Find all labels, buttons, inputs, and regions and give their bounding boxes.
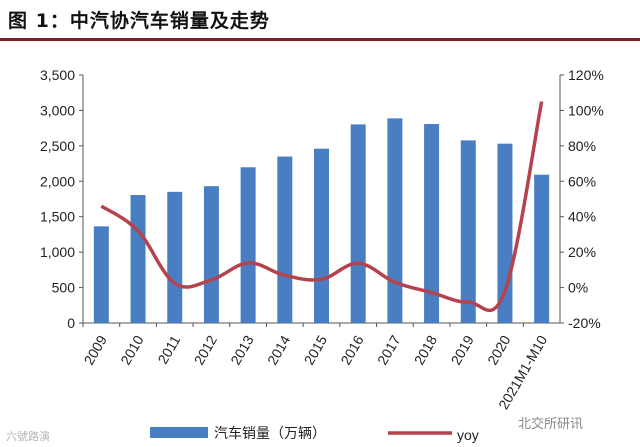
sales-bar [497, 143, 513, 323]
yoy-line [100, 101, 544, 313]
right-tick-label: 120% [568, 67, 604, 83]
sales-bar [314, 148, 329, 323]
left-tick-label: 500 [52, 280, 76, 296]
x-tick-label: 2017 [374, 332, 404, 367]
x-tick-label: 2015 [301, 332, 331, 367]
watermark-right: 北交所研讯 [518, 417, 584, 432]
right-tick-label: 100% [568, 102, 604, 118]
x-axis-ticks: 2009 2010 2011 2012 2013 2014 2015 2016 2017 2018… [81, 323, 550, 412]
x-tick-label: 2014 [264, 332, 294, 367]
sales-bar [203, 186, 219, 323]
sales-bar [240, 167, 256, 323]
x-tick-label: 2013 [227, 332, 257, 367]
right-tick-label: -20% [568, 315, 601, 331]
bar-series [93, 118, 550, 324]
watermark-left: 六號路演 [6, 430, 50, 443]
left-tick-label: 0 [67, 315, 75, 331]
legend-bar-swatch [150, 427, 208, 438]
right-tick-label: 80% [568, 138, 596, 154]
right-tick-label: 20% [568, 244, 596, 260]
sales-bar [277, 156, 293, 323]
x-tick-label: 2020 [484, 332, 514, 367]
x-tick-label: 2016 [337, 332, 367, 367]
right-tick-label: 0% [568, 280, 588, 296]
left-tick-label: 1,500 [40, 209, 75, 225]
sales-bar [387, 118, 403, 324]
right-tick-label: 40% [568, 209, 596, 225]
right-axis-ticks: -20% 0% 20% 40% 60% 80% 100% 120% [560, 67, 604, 331]
page-title: 图 1：中汽协汽车销量及走势 [8, 10, 270, 32]
chart-legend: 汽车销量（万辆） yoy [150, 425, 479, 443]
left-tick-label: 2,500 [40, 138, 75, 154]
x-tick-label: 2009 [81, 332, 111, 367]
left-axis-ticks: 0 500 1,000 1,500 2,000 2,500 3,000 3,500 [40, 67, 83, 331]
x-tick-label: 2018 [411, 332, 441, 367]
x-tick-label: 2012 [191, 332, 221, 367]
left-tick-label: 3,500 [40, 67, 75, 83]
sales-bar [167, 191, 183, 323]
sales-bar [350, 124, 366, 324]
left-tick-label: 3,000 [40, 102, 75, 118]
x-tick-label: 2010 [117, 332, 147, 367]
left-tick-label: 2,000 [40, 173, 75, 189]
title-divider [0, 38, 640, 41]
sales-bar [93, 226, 109, 323]
left-tick-label: 1,000 [40, 244, 75, 260]
sales-bar [130, 195, 146, 323]
x-tick-label: 2011 [154, 332, 183, 366]
sales-bar [424, 124, 440, 323]
legend-bar-label: 汽车销量（万辆） [214, 425, 326, 441]
legend-line-label: yoy [457, 427, 479, 443]
yoy-line-series [100, 101, 544, 313]
right-tick-label: 60% [568, 173, 596, 189]
sales-bar [534, 174, 550, 323]
x-tick-label: 2019 [447, 332, 477, 367]
sales-bar [460, 140, 476, 323]
